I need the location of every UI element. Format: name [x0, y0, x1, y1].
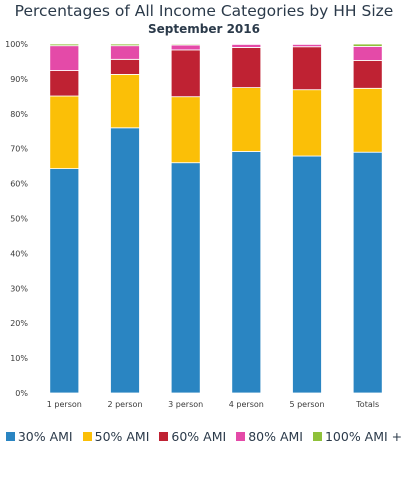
- legend-item: 60% AMI: [159, 429, 226, 444]
- x-tick-label: 1 person: [47, 400, 82, 409]
- y-tick-label: 100%: [5, 40, 28, 49]
- bar-segment: [49, 43, 80, 47]
- legend: 30% AMI 50% AMI 60% AMI 80% AMI 100% AMI +: [0, 429, 408, 444]
- bar-segment: [110, 59, 140, 75]
- bar-segment: [352, 87, 383, 153]
- chart-subtitle: September 2016: [148, 22, 260, 36]
- y-tick-label: 60%: [10, 180, 28, 189]
- bar-segment: [49, 70, 80, 97]
- bar-segment: [292, 46, 322, 91]
- legend-item: 50% AMI: [82, 429, 150, 444]
- legend-label: 100% AMI +: [324, 429, 403, 444]
- x-tick-label: 4 person: [229, 400, 264, 409]
- y-tick-label: 90%: [10, 75, 28, 84]
- bar-segment: [231, 87, 262, 152]
- x-tick-label: 2 person: [107, 400, 142, 409]
- bar-segment: [231, 151, 262, 394]
- bars: [49, 43, 383, 394]
- bar-segment: [352, 151, 383, 394]
- bar-segment: [49, 95, 80, 169]
- y-tick-label: 0%: [15, 389, 28, 398]
- legend-item: 30% AMI: [5, 429, 73, 444]
- y-tick-label: 30%: [10, 284, 28, 293]
- bar-segment: [170, 49, 201, 98]
- legend-label: 80% AMI: [248, 429, 303, 444]
- bar-segment: [110, 45, 140, 60]
- legend-label: 50% AMI: [94, 429, 150, 444]
- legend-swatch: [82, 432, 92, 441]
- bar-segment: [110, 43, 140, 47]
- legend-swatch: [236, 432, 246, 441]
- bar-segment: [170, 44, 201, 51]
- bar-segment: [292, 155, 322, 394]
- x-tick-label: Totals: [355, 400, 379, 409]
- y-tick-label: 80%: [10, 110, 28, 119]
- y-tick-label: 10%: [10, 354, 28, 363]
- y-tick-label: 20%: [10, 319, 28, 328]
- legend-swatch: [312, 432, 322, 441]
- legend-item: 80% AMI: [236, 429, 303, 444]
- bar-segment: [170, 96, 201, 164]
- y-axis: 0% 10% 20% 30% 40% 50% 60% 70% 80% 90% 100%: [5, 40, 28, 398]
- y-tick-label: 40%: [10, 249, 28, 258]
- bar-segment: [110, 74, 140, 129]
- bar-segment: [352, 43, 383, 47]
- x-tick-label: 5 person: [289, 400, 324, 409]
- bar-segment: [49, 168, 80, 394]
- y-tick-label: 50%: [10, 215, 28, 224]
- x-tick-label: 3 person: [168, 400, 203, 409]
- bar-segment: [352, 46, 383, 61]
- legend-label: 60% AMI: [171, 429, 227, 444]
- chart-title: Percentages of All Income Categories by …: [14, 2, 394, 20]
- x-axis: 1 person 2 person 3 person 4 person 5 person…: [47, 400, 379, 409]
- bar-segment: [170, 162, 201, 394]
- bar-segment: [110, 127, 140, 394]
- bar-segment: [170, 43, 201, 46]
- y-tick-label: 70%: [10, 145, 28, 154]
- bar-segment: [231, 43, 262, 48]
- bar-segment: [49, 45, 80, 71]
- legend-label: 30% AMI: [17, 429, 73, 444]
- legend-swatch: [5, 432, 15, 441]
- bar-segment: [352, 60, 383, 89]
- bar-segment: [231, 47, 262, 88]
- legend-swatch: [159, 432, 169, 441]
- legend-item: 100% AMI +: [312, 429, 403, 444]
- bar-segment: [292, 89, 322, 157]
